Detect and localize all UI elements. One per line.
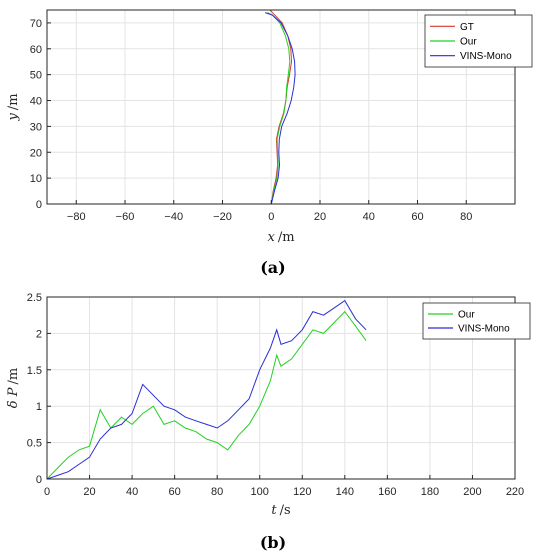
chart-a-legend-label-vins-mono: VINS-Mono	[460, 51, 512, 62]
chart-b-y-tick-label: 0.5	[27, 438, 42, 450]
chart-a-series-gt	[269, 10, 293, 204]
chart-b: 0 20 40 60 80 100 120 140 160 180 200 220 0 0.5 1 1.5 2 2…	[6, 292, 531, 552]
chart-b-ticks: 0 20 40 60 80 100 120 140 160 180 200 220 0 0.5 1 1.5 2 2…	[27, 292, 524, 498]
chart-b-x-tick-label: 20	[83, 486, 95, 498]
chart-b-x-tick-label: 100	[251, 486, 269, 498]
chart-a-x-tick-label: −40	[164, 211, 183, 223]
chart-a-x-tick-label: −20	[213, 211, 232, 223]
chart-a-x-axis-label: x/m	[267, 230, 294, 245]
chart-b-x-axis-label: t/s	[271, 503, 290, 518]
chart-a-series	[265, 10, 296, 204]
chart-a: −80 −60 −40 −20 0 20 40 60 80 0 10 20 30 40 50 60 70 x/m…	[6, 9, 533, 277]
chart-a-x-tick-label: 40	[363, 211, 375, 223]
chart-a-x-tick-label: 80	[460, 211, 472, 223]
chart-b-legend: Our VINS-Mono	[422, 302, 531, 340]
chart-a-y-tick-label: 40	[30, 96, 42, 108]
chart-b-x-tick-label: 80	[211, 486, 223, 498]
chart-a-y-axis-label: y/m	[6, 93, 21, 121]
chart-b-y-tick-label: 2.5	[27, 292, 42, 304]
chart-b-x-tick-label: 180	[421, 486, 439, 498]
chart-b-series-our	[47, 310, 367, 479]
chart-a-x-tick-label: −80	[67, 211, 86, 223]
chart-b-x-tick-label: 60	[169, 486, 181, 498]
chart-b-series	[47, 299, 367, 479]
chart-a-y-tick-label: 60	[30, 44, 42, 56]
chart-a-legend-label-gt: GT	[460, 22, 474, 33]
chart-a-x-tick-label: 60	[411, 211, 423, 223]
chart-b-caption: (b)	[260, 533, 286, 552]
chart-a-y-tick-label: 70	[30, 18, 42, 30]
chart-b-x-tick-label: 200	[463, 486, 481, 498]
chart-a-y-tick-label: 50	[30, 70, 42, 82]
chart-a-y-tick-label: 0	[36, 199, 42, 211]
chart-b-x-tick-label: 0	[44, 486, 50, 498]
chart-a-x-tick-label: 20	[314, 211, 326, 223]
chart-b-y-tick-label: 1.5	[27, 365, 42, 377]
chart-b-x-tick-label: 40	[126, 486, 138, 498]
chart-a-y-tick-label: 30	[30, 121, 42, 133]
chart-b-y-axis-label: δ P/m	[6, 368, 21, 408]
chart-a-legend: GT Our VINS-Mono	[424, 14, 533, 68]
chart-a-caption: (a)	[260, 258, 286, 277]
chart-a-y-tick-label: 10	[30, 173, 42, 185]
chart-b-x-tick-label: 220	[506, 486, 524, 498]
chart-a-x-tick-label: −60	[116, 211, 135, 223]
chart-a-x-tick-label: 0	[268, 211, 274, 223]
chart-a-y-tick-label: 20	[30, 147, 42, 159]
chart-b-legend-label-vins-mono: VINS-Mono	[458, 324, 510, 335]
chart-b-x-tick-label: 120	[293, 486, 311, 498]
chart-a-ticks: −80 −60 −40 −20 0 20 40 60 80 0 10 20 30 40 50 60 70	[30, 18, 473, 223]
chart-a-legend-label-our: Our	[460, 37, 477, 48]
chart-b-y-tick-label: 0	[36, 474, 42, 486]
chart-b-x-tick-label: 140	[336, 486, 354, 498]
chart-a-series-vins-mono	[265, 12, 296, 204]
chart-b-y-tick-label: 1	[36, 401, 42, 413]
chart-b-legend-label-our: Our	[458, 310, 475, 321]
chart-b-legend-box	[422, 302, 531, 340]
chart-b-y-tick-label: 2	[36, 328, 42, 340]
chart-b-series-vins-mono	[47, 299, 367, 479]
chart-a-series-our	[267, 12, 291, 204]
chart-b-x-tick-label: 160	[378, 486, 396, 498]
chart-a-plot-frame	[46, 9, 516, 205]
chart-b-plot-frame	[46, 296, 516, 480]
